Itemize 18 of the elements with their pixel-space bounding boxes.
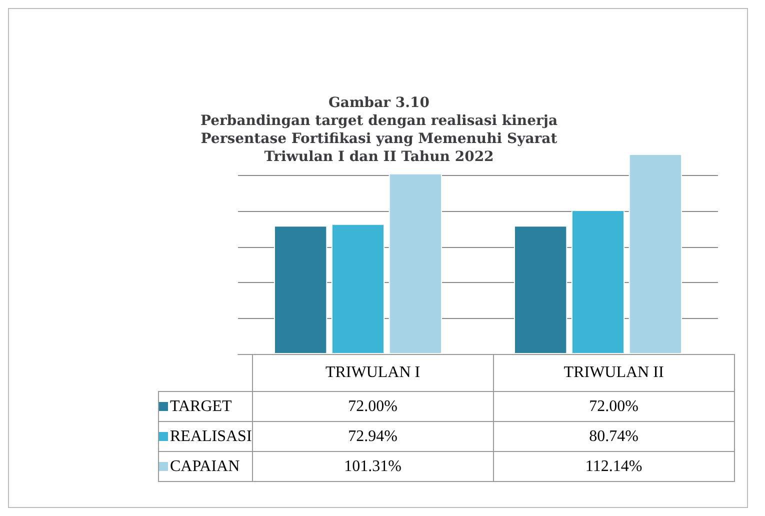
data-label: 112.14% [493, 452, 734, 482]
chart-title: Gambar 3.10 Perbandingan target dengan realisasi kinerja Persentase Fortifikasi yang Memenuhi Syarat Triwulan I dan II Tahun 2022 [200, 95, 558, 165]
data-label: 72.94% [252, 422, 494, 452]
x-tick-label: TRIWULAN I [252, 354, 494, 392]
legend-label: TARGET [158, 392, 252, 422]
legend-label: CAPAIAN [158, 452, 252, 482]
bar [514, 226, 568, 354]
bar [628, 154, 682, 354]
bar [388, 173, 442, 354]
data-label: 80.74% [493, 422, 734, 452]
x-tick-label: TRIWULAN II [493, 354, 734, 392]
bar [274, 226, 328, 354]
bar [571, 210, 625, 354]
bar [331, 224, 385, 354]
data-label: 72.00% [252, 392, 494, 422]
legend-label: REALISASI [158, 422, 252, 452]
data-label: 101.31% [252, 452, 494, 482]
data-label: 72.00% [493, 392, 734, 422]
